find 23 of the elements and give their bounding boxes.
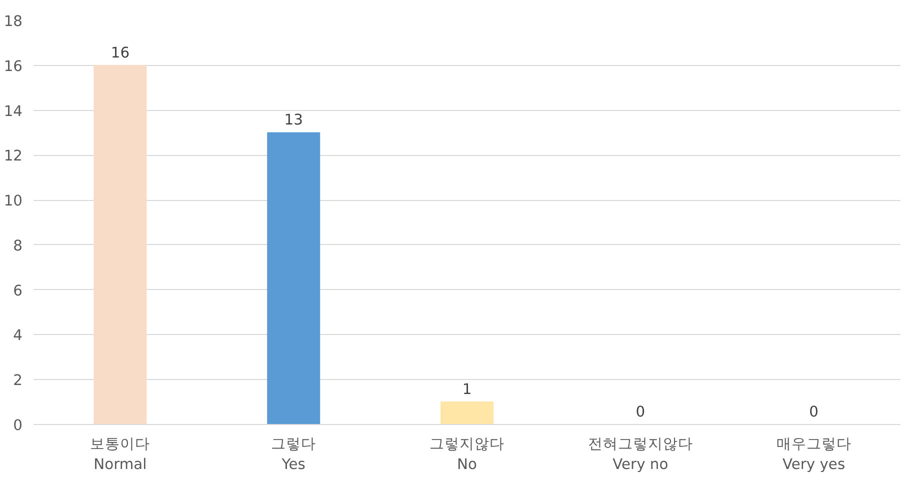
y-tick-label: 10 — [4, 192, 23, 210]
x-tick-label: 전혀그렇지않다 Very no — [588, 436, 693, 473]
x-tick-label: 그렇다 Yes — [271, 436, 316, 473]
bar — [94, 64, 147, 424]
y-tick-label: 2 — [13, 372, 23, 390]
y-tick-label: 14 — [4, 102, 23, 120]
data-label: 0 — [809, 404, 818, 420]
y-tick-label: 8 — [13, 237, 23, 254]
y-tick-label: 0 — [13, 417, 23, 434]
y-tick-label: 12 — [4, 148, 23, 165]
x-tick-label: 매우그렇다 Very yes — [776, 436, 852, 473]
y-tick-label: 16 — [4, 58, 23, 75]
data-label: 0 — [636, 404, 646, 420]
data-label: 16 — [110, 44, 130, 62]
y-tick-label: 4 — [13, 327, 23, 344]
data-label: 13 — [284, 112, 303, 129]
x-tick-label: 그렇지않다 No — [430, 436, 504, 473]
bar — [440, 402, 494, 424]
x-tick-label: 보통이다 Normal — [90, 436, 150, 473]
data-label: 1 — [462, 381, 472, 398]
y-tick-label: 18 — [4, 13, 23, 30]
y-tick-label: 6 — [13, 282, 23, 300]
bar — [267, 132, 320, 424]
